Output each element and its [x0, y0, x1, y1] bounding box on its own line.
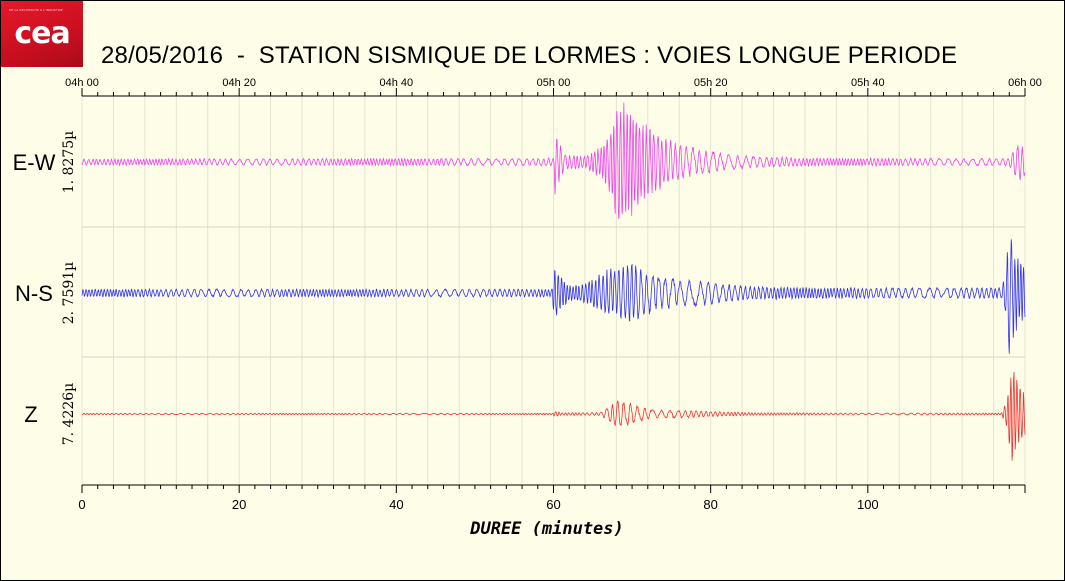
- top-tick-label: 05h 40: [851, 77, 885, 89]
- trace-z: [81, 372, 1026, 461]
- scale-label-z: 7. 4226µ: [61, 383, 77, 446]
- chart-axes: 04h 00 04h 20 04h 40 05h 00 05h 20 05h 40 06h …: [65, 77, 1042, 512]
- channel-label-n-s: N-S: [15, 281, 53, 306]
- trace-e-w: [81, 102, 1026, 219]
- x-tick-label: 100: [857, 497, 879, 512]
- logo-wordmark: cea: [14, 16, 70, 51]
- logo-subtitle: DE LA RECHERCHE À L'INDUSTRIE: [9, 8, 63, 12]
- top-tick-label: 04h 00: [65, 77, 99, 89]
- cea-logo: DE LA RECHERCHE À L'INDUSTRIE cea: [1, 1, 83, 67]
- top-tick-label: 04h 40: [380, 77, 414, 89]
- x-tick-label: 60: [546, 497, 560, 512]
- scale-label-n-s: 2. 7591µ: [61, 262, 77, 325]
- scale-label-e-w: 1. 8275µ: [61, 131, 77, 194]
- chart-title: 28/05/2016 - STATION SISMIQUE DE LORMES …: [101, 42, 958, 69]
- channel-label-e-w: E-W: [13, 150, 56, 175]
- top-tick-label: 05h 20: [694, 77, 728, 89]
- x-tick-label: 20: [232, 497, 246, 512]
- trace-group: [81, 102, 1026, 461]
- x-tick-label: 40: [389, 497, 403, 512]
- x-tick-label: 80: [703, 497, 717, 512]
- top-tick-label: 04h 20: [222, 77, 256, 89]
- top-tick-label: 06h 00: [1008, 77, 1042, 89]
- channel-label-z: Z: [24, 402, 37, 427]
- trace-n-s: [81, 239, 1026, 354]
- top-tick-label: 05h 00: [537, 77, 571, 89]
- chart-labels: E-W 1. 8275µ N-S 2. 7591µ Z 7. 4226µ: [13, 131, 77, 446]
- x-axis-label: DUREE (minutes): [469, 519, 624, 539]
- x-tick-label: 0: [78, 497, 85, 512]
